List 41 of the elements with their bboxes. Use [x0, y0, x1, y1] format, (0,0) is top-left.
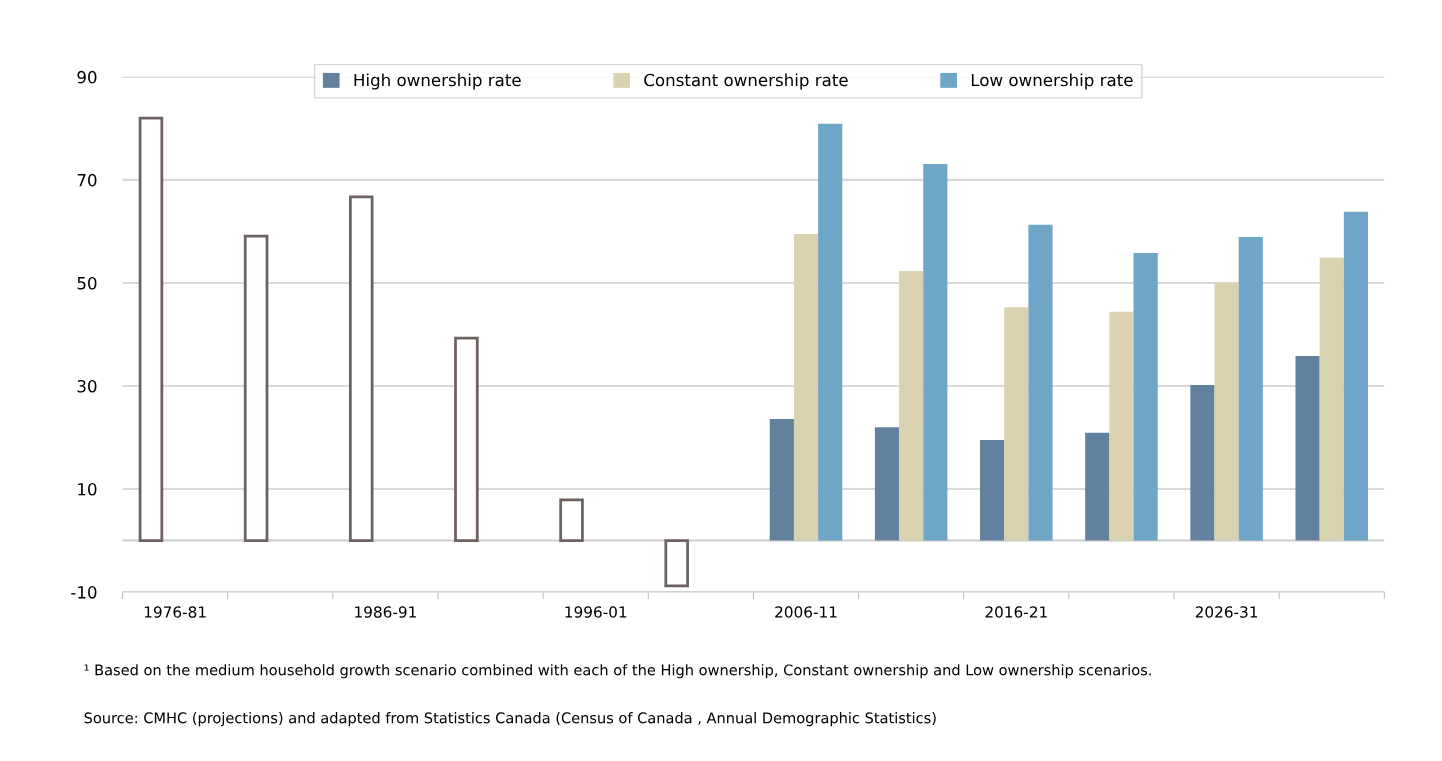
x-tick-label: 1976-81	[144, 606, 206, 618]
bar	[899, 271, 924, 541]
bar	[818, 123, 843, 541]
bar	[1319, 257, 1344, 541]
y-tick-label: 70	[77, 173, 97, 187]
bar	[923, 163, 948, 541]
bar	[980, 440, 1005, 541]
bar	[1238, 237, 1263, 541]
bar	[348, 195, 374, 542]
source-note: Source: CMHC (projections) and adapted from Statistics Canada (Census of Canada , Annual Demographic Statistics)	[84, 712, 936, 727]
y-tick-label: 10	[78, 482, 97, 496]
bar	[1343, 211, 1369, 541]
bar	[1214, 282, 1239, 541]
y-tick-label: 30	[77, 379, 97, 393]
bar	[1190, 384, 1215, 541]
y-tick-label: 50	[77, 276, 97, 290]
bar	[874, 427, 900, 541]
bar	[243, 234, 269, 542]
bar	[1004, 307, 1029, 541]
bar	[1295, 356, 1320, 541]
x-tick-label: 2006-11	[775, 606, 837, 618]
text: ¹ Based on the medium household growth scenario combined with each of the High ownership, Constant ownership and Low ownership scenarios.	[84, 664, 1151, 679]
x-tick-label: 1986-91	[355, 606, 416, 618]
bar	[1085, 432, 1110, 541]
bar	[769, 418, 794, 541]
x-tick-label: 2026-31	[1195, 606, 1258, 618]
bar	[454, 336, 479, 542]
bar	[559, 498, 584, 542]
x-tick-label: 1996-01	[565, 606, 627, 618]
legend-label: Low ownership rate	[971, 73, 1133, 90]
bar	[1109, 311, 1134, 541]
x-tick-label: 2016-21	[985, 606, 1047, 618]
legend-label: Constant ownership rate	[644, 73, 848, 90]
y-tick-label: -10	[71, 586, 97, 599]
bar	[138, 116, 164, 542]
y-tick-label: 90	[77, 70, 97, 84]
bar	[664, 539, 689, 588]
legend-label: High ownership rate	[354, 73, 521, 90]
bar	[1028, 224, 1053, 541]
bar	[793, 234, 819, 541]
bar	[1133, 253, 1158, 541]
